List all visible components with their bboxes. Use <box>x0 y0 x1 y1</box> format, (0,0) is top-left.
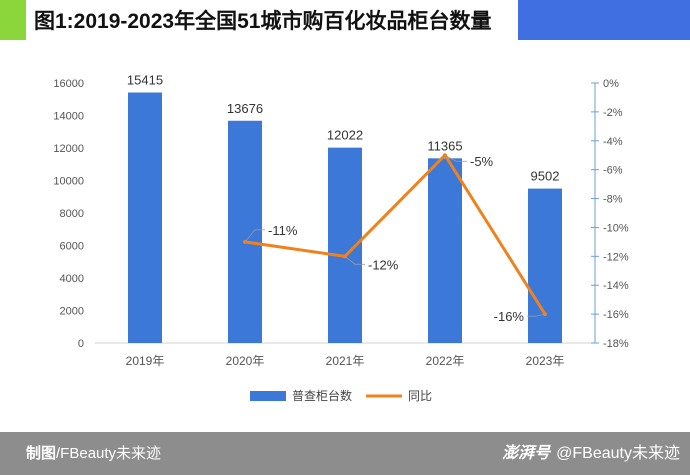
legend-label-bar: 普查柜台数 <box>292 388 352 403</box>
x-tick-label: 2020年 <box>226 354 265 368</box>
platform-logo: 澎湃号 <box>502 445 551 462</box>
y2-tick-label: -6% <box>603 165 623 177</box>
y-tick-label: 4000 <box>60 273 84 285</box>
footer-watermark: 澎湃号 @FBeauty未来迹 <box>502 432 680 475</box>
x-tick-label: 2021年 <box>326 354 365 368</box>
label-leader <box>244 229 265 243</box>
y-tick-label: 12000 <box>53 143 84 155</box>
y2-tick-label: -16% <box>603 309 629 321</box>
y-tick-label: 8000 <box>60 208 84 220</box>
bar <box>428 158 462 343</box>
bar <box>228 120 262 343</box>
y-tick-label: 10000 <box>53 176 84 188</box>
account-name: @FBeauty未来迹 <box>556 445 680 462</box>
y2-tick-label: -4% <box>603 136 623 148</box>
label-leader <box>527 313 546 317</box>
y-tick-label: 16000 <box>53 78 84 90</box>
y-tick-label: 6000 <box>60 241 84 253</box>
chart-title: 图1:2019-2023年全国51城市购百化妆品柜台数量 <box>34 10 492 33</box>
footer: 制图/FBeauty未来迹 澎湃号 @FBeauty未来迹 <box>0 432 690 475</box>
chart: 0 2000 4000 6000 8000 10000 12000 14000 16000 0% -… <box>53 73 629 403</box>
y2-tick-label: -2% <box>603 107 623 119</box>
line-value-label: -5% <box>470 154 494 169</box>
y-tick-label: 2000 <box>60 306 84 318</box>
line-value-label: -12% <box>368 257 399 272</box>
bar-value-label: 9502 <box>531 169 560 184</box>
x-tick-label: 2019年 <box>126 354 165 368</box>
bar-value-label: 15415 <box>127 73 163 88</box>
bar-value-label: 12022 <box>327 128 363 143</box>
label-leader <box>444 154 467 162</box>
y-tick-label: 0 <box>78 338 84 350</box>
y2-tick-label: -8% <box>603 194 623 206</box>
y2-tick-label: -14% <box>603 280 629 292</box>
bar-value-label: 11365 <box>427 138 462 153</box>
bar <box>128 92 162 343</box>
footer-credit: 制图/FBeauty未来迹 <box>26 432 161 475</box>
x-tick-label: 2023年 <box>526 354 565 368</box>
legend-label-line: 同比 <box>408 389 432 403</box>
footer-credit-prefix: 制图 <box>26 445 57 462</box>
y2-tick-label: -10% <box>603 222 629 234</box>
label-leader <box>344 256 365 265</box>
y2-tick-label: 0% <box>603 78 619 90</box>
line-value-label: -11% <box>268 223 298 238</box>
line-value-label: -16% <box>494 309 525 324</box>
header-accent-blue <box>518 0 690 40</box>
y2-tick-label: -12% <box>603 251 629 263</box>
x-tick-label: 2022年 <box>426 354 465 368</box>
line-series <box>244 153 547 315</box>
footer-credit-suffix: /FBeauty未来迹 <box>56 445 162 462</box>
y2-tick-label: -18% <box>603 338 629 350</box>
bar <box>528 188 562 343</box>
header-accent-green <box>0 0 26 40</box>
legend-swatch-bar <box>250 391 286 401</box>
bar-value-label: 13676 <box>227 101 263 116</box>
y-tick-label: 14000 <box>53 111 84 123</box>
